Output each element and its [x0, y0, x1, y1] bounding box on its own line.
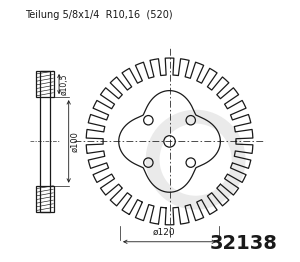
Text: ø10,5: ø10,5 — [60, 73, 69, 95]
Text: ø100: ø100 — [70, 131, 79, 152]
Text: 32138: 32138 — [210, 234, 278, 254]
Bar — [40, 71, 50, 212]
Text: ø120: ø120 — [153, 228, 176, 237]
Bar — [36, 71, 54, 97]
Text: Teilung 5/8x1/4  R10,16  (520): Teilung 5/8x1/4 R10,16 (520) — [25, 10, 172, 20]
Bar — [36, 186, 54, 212]
